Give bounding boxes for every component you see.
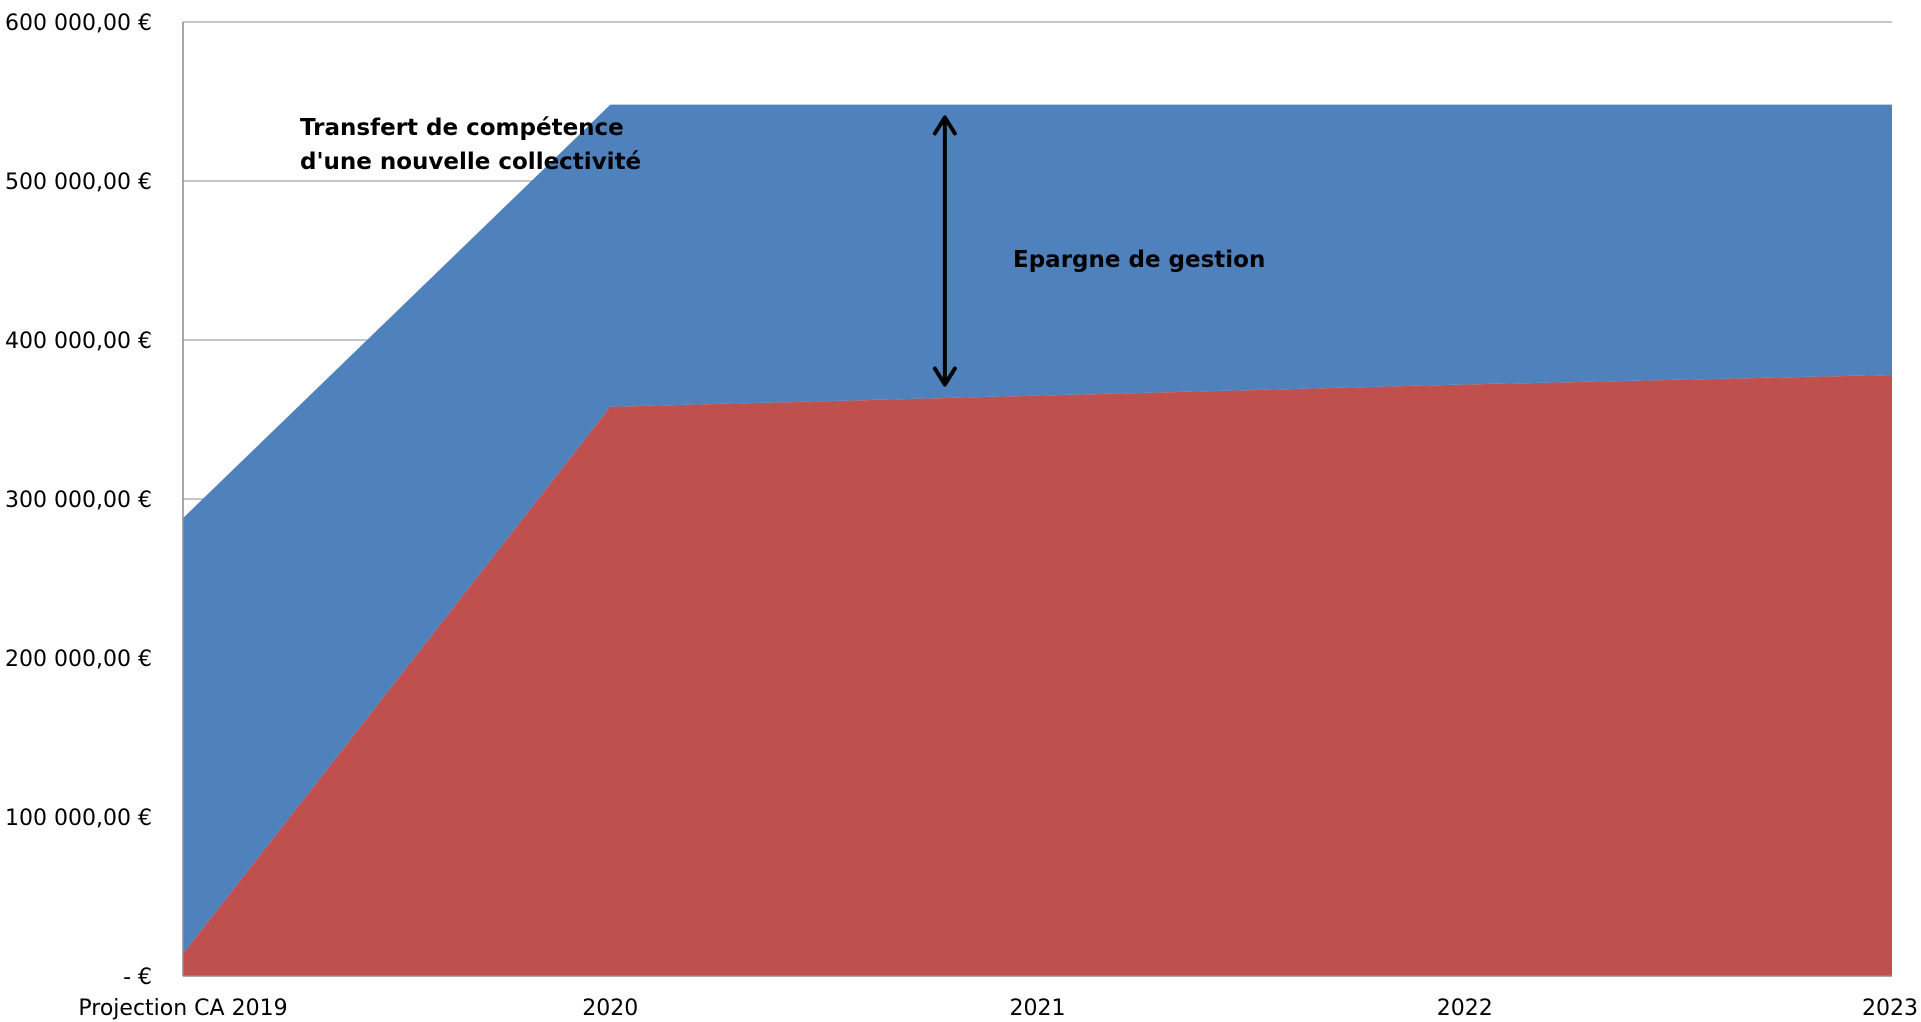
y-tick-label-1: 100 000,00 €: [5, 806, 152, 831]
y-tick-label-6: 600 000,00 €: [5, 11, 152, 36]
y-tick-label-4: 400 000,00 €: [5, 329, 152, 354]
y-tick-label-0: - €: [123, 965, 152, 990]
y-tick-label-3: 300 000,00 €: [5, 488, 152, 513]
annotation-epargne-label: Epargne de gestion: [1013, 247, 1265, 273]
x-tick-label-1: 2020: [582, 996, 638, 1021]
x-tick-label-4: 2023: [1862, 996, 1918, 1021]
x-tick-labels: Projection CA 2019 2020 2021 2022 2023: [78, 996, 1918, 1021]
annotation-transfert-line-1: Transfert de compétence: [300, 115, 624, 141]
x-tick-label-0: Projection CA 2019: [78, 996, 287, 1021]
x-tick-label-2: 2021: [1010, 996, 1066, 1021]
y-tick-label-2: 200 000,00 €: [5, 647, 152, 672]
x-tick-label-3: 2022: [1437, 996, 1493, 1021]
y-tick-label-5: 500 000,00 €: [5, 170, 152, 195]
annotation-transfert-line-2: d'une nouvelle collectivité: [300, 149, 641, 175]
y-tick-labels: - € 100 000,00 € 200 000,00 € 300 000,00 € 4…: [5, 11, 152, 990]
area-series: [183, 105, 1892, 976]
